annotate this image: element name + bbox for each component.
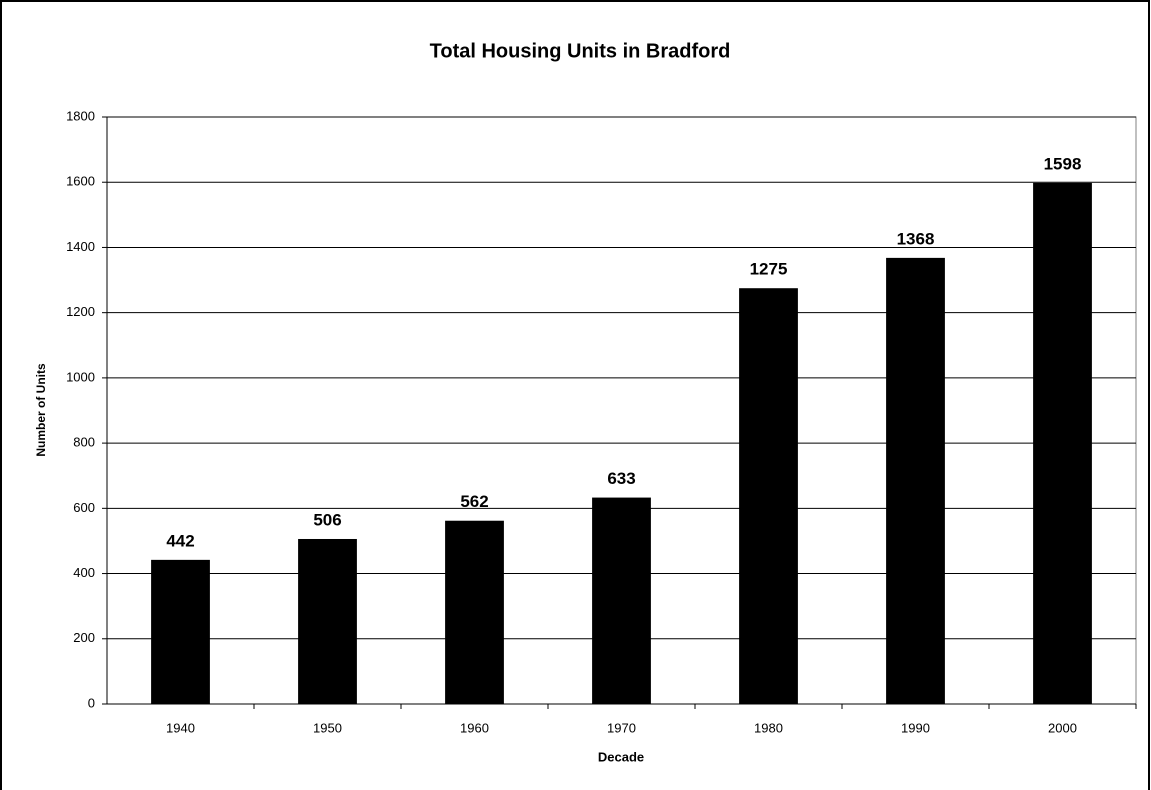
x-tick-label: 1970 bbox=[607, 720, 636, 735]
bar bbox=[1033, 182, 1092, 704]
bar bbox=[445, 520, 504, 704]
bar bbox=[298, 538, 357, 704]
data-label: 442 bbox=[166, 531, 194, 550]
bar bbox=[592, 497, 651, 704]
y-tick-label: 1200 bbox=[66, 304, 95, 319]
x-tick-label: 1940 bbox=[166, 720, 195, 735]
y-tick-label: 800 bbox=[73, 435, 95, 450]
x-tick-label: 1990 bbox=[901, 720, 930, 735]
x-tick-label: 2000 bbox=[1048, 720, 1077, 735]
bar bbox=[886, 257, 945, 704]
y-tick-label: 400 bbox=[73, 565, 95, 580]
y-tick-label: 1400 bbox=[66, 239, 95, 254]
x-axis-label: Decade bbox=[598, 749, 644, 764]
y-tick-label: 200 bbox=[73, 630, 95, 645]
y-tick-label: 600 bbox=[73, 500, 95, 515]
data-label: 562 bbox=[460, 492, 488, 511]
x-tick-label: 1960 bbox=[460, 720, 489, 735]
y-tick-label: 1000 bbox=[66, 369, 95, 384]
data-label: 506 bbox=[313, 510, 341, 529]
data-label: 1598 bbox=[1044, 154, 1082, 173]
y-axis-label: Number of Units bbox=[34, 363, 48, 457]
chart-title: Total Housing Units in Bradford bbox=[430, 40, 731, 62]
bar bbox=[739, 288, 798, 704]
data-label: 1368 bbox=[897, 229, 935, 248]
y-tick-label: 1600 bbox=[66, 174, 95, 189]
data-label: 633 bbox=[607, 469, 635, 488]
y-tick-label: 1800 bbox=[66, 108, 95, 123]
x-tick-label: 1950 bbox=[313, 720, 342, 735]
bar bbox=[151, 559, 210, 704]
x-tick-label: 1980 bbox=[754, 720, 783, 735]
data-label: 1275 bbox=[750, 260, 788, 279]
y-tick-label: 0 bbox=[88, 695, 95, 710]
